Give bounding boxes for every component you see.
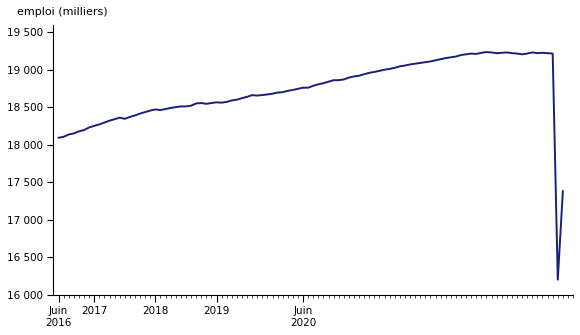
Text: emploi (milliers): emploi (milliers): [17, 7, 108, 17]
